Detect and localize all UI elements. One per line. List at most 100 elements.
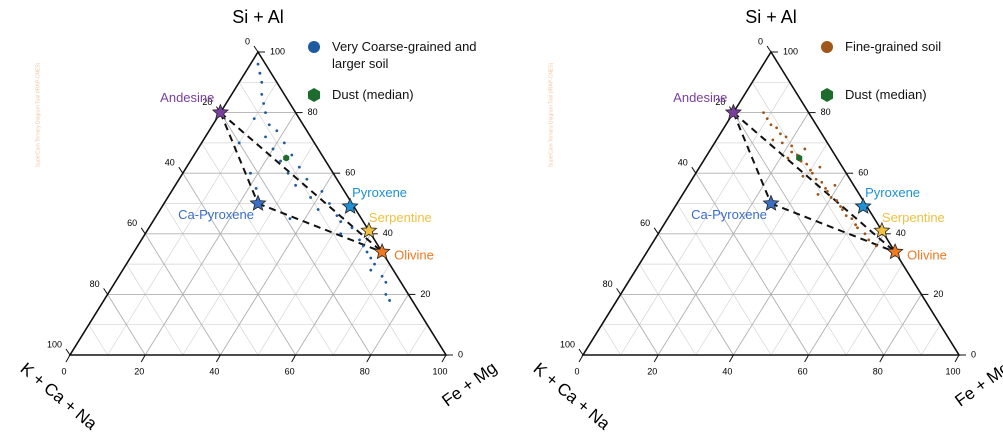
- tick-label: 80: [90, 279, 100, 289]
- soil-point: [829, 196, 833, 199]
- soil-point: [262, 102, 266, 105]
- tick-mark: [766, 45, 772, 53]
- soil-point: [335, 214, 339, 218]
- tick-label: 60: [285, 366, 295, 376]
- soil-point: [271, 147, 275, 151]
- tick-mark: [804, 354, 810, 363]
- soil-point: [762, 111, 765, 114]
- soil-point: [320, 189, 324, 193]
- grid-line: [144, 233, 221, 356]
- soil-point: [297, 165, 301, 169]
- soil-point: [826, 189, 829, 193]
- tick-label: 100: [270, 46, 285, 56]
- soil-point: [801, 174, 805, 178]
- soil-point: [816, 193, 820, 196]
- tick-label: 60: [858, 168, 868, 178]
- soil-point: [290, 153, 294, 157]
- legend-marker: [821, 41, 833, 53]
- soil-point: [850, 217, 854, 221]
- soil-point: [841, 208, 844, 211]
- tick-mark: [65, 354, 71, 363]
- grid-line: [238, 82, 409, 356]
- grid-line: [845, 263, 903, 356]
- grid-line: [163, 203, 259, 356]
- soil-point: [339, 232, 343, 236]
- tie-line: [257, 202, 383, 253]
- mineral-star: [886, 242, 904, 260]
- watermark: SuperCam Ternary Diagram Tool (IRAP-CNES…: [35, 62, 41, 167]
- soil-point: [288, 217, 292, 221]
- soil-point: [237, 141, 241, 145]
- grid-line: [808, 233, 885, 356]
- tick-mark: [616, 288, 622, 295]
- tick-label: 40: [383, 228, 393, 238]
- tick-label: 100: [47, 339, 62, 349]
- grid-line: [295, 233, 372, 356]
- soil-point: [369, 268, 373, 272]
- soil-point: [249, 171, 252, 175]
- tick-mark: [178, 166, 184, 174]
- soil-point: [373, 262, 376, 266]
- mineral-star: [373, 242, 391, 260]
- grid-line: [921, 324, 941, 356]
- tick-label: 20: [202, 97, 212, 107]
- tick-label: 80: [873, 366, 883, 376]
- soil-point: [769, 123, 773, 127]
- mineral-label: Pyroxene: [865, 185, 920, 200]
- mineral-star: [360, 221, 378, 239]
- grid-line: [695, 142, 828, 356]
- tick-mark: [140, 227, 146, 235]
- tick-label: 20: [715, 97, 725, 107]
- grid-line: [257, 203, 353, 356]
- grid-line: [695, 172, 809, 356]
- soil-point: [258, 71, 262, 75]
- soil-point: [264, 135, 267, 139]
- soil-point: [388, 299, 391, 302]
- tick-label: 0: [458, 349, 463, 359]
- tie-line: [770, 202, 896, 253]
- soil-point: [856, 226, 859, 230]
- soil-point: [350, 226, 354, 230]
- soil-point: [844, 214, 848, 218]
- soil-point: [339, 220, 343, 224]
- soil-point: [260, 80, 264, 84]
- mineral-label: Andesine: [673, 90, 727, 105]
- grid-line: [107, 294, 146, 356]
- tick-mark: [215, 354, 221, 363]
- legend-label: Dust (median): [845, 87, 927, 102]
- tick-mark: [578, 354, 584, 363]
- soil-point: [256, 62, 260, 66]
- tick-label: 0: [61, 366, 66, 376]
- soil-point: [361, 244, 365, 248]
- tick-mark: [253, 45, 259, 53]
- tick-mark: [65, 348, 71, 356]
- soil-point: [384, 280, 388, 284]
- grid-line: [220, 172, 334, 356]
- grid-line: [639, 263, 697, 356]
- soil-point: [867, 238, 871, 242]
- tick-mark: [653, 227, 659, 235]
- mineral-label: Olivine: [394, 247, 434, 262]
- soil-point: [267, 123, 271, 127]
- soil-point: [810, 171, 814, 175]
- soil-point: [305, 177, 309, 181]
- grid-line: [408, 324, 428, 356]
- legend-marker: [308, 41, 320, 53]
- tick-mark: [291, 354, 297, 363]
- grid-line: [601, 324, 621, 356]
- mineral-label: Andesine: [160, 90, 214, 105]
- grid-line: [201, 142, 334, 356]
- soil-point: [824, 186, 827, 190]
- tick-label: 40: [165, 158, 175, 168]
- grid-line: [657, 233, 734, 356]
- grid-line: [370, 294, 409, 356]
- tick-mark: [578, 348, 584, 356]
- soil-point: [358, 238, 361, 242]
- soil-point: [282, 141, 286, 145]
- axis-label: K + Ca + Na: [530, 359, 614, 434]
- tick-mark: [441, 354, 447, 363]
- grid-line: [733, 172, 847, 356]
- soil-point: [294, 183, 297, 187]
- legend-label: Dust (median): [332, 87, 414, 102]
